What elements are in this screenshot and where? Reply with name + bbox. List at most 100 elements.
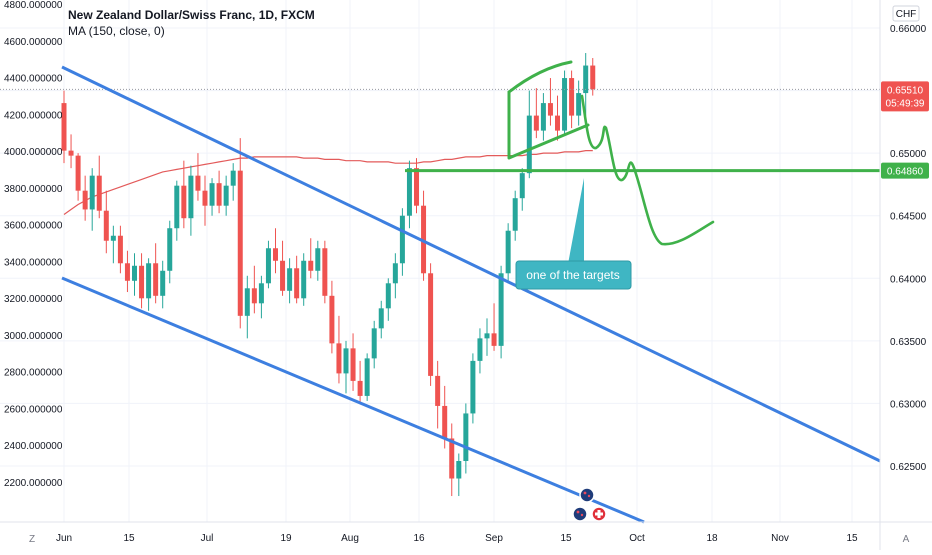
candle[interactable] (399, 208, 405, 276)
candle[interactable] (470, 353, 476, 424)
candle-body[interactable] (428, 273, 434, 376)
candle-body[interactable] (75, 155, 81, 191)
candle[interactable] (294, 255, 300, 304)
candle[interactable] (547, 78, 553, 126)
last-price-tag[interactable]: 0.65510 05:49:39 (881, 81, 929, 112)
candle-body[interactable] (477, 338, 483, 361)
candle[interactable] (223, 175, 229, 216)
candle-body[interactable] (82, 190, 88, 210)
candle[interactable] (583, 53, 589, 116)
candle-body[interactable] (89, 175, 95, 210)
candle[interactable] (322, 240, 328, 304)
candle[interactable] (153, 243, 159, 304)
candle[interactable] (230, 163, 236, 201)
candle-body[interactable] (392, 263, 398, 284)
candle[interactable] (75, 153, 81, 201)
candle-body[interactable] (555, 115, 560, 131)
candle-body[interactable] (463, 413, 469, 461)
currency-label[interactable]: CHF (896, 9, 917, 20)
candle-body[interactable] (160, 270, 166, 296)
candle-body[interactable] (505, 230, 511, 274)
candle[interactable] (96, 155, 102, 219)
candle[interactable] (244, 275, 250, 339)
candle[interactable] (167, 220, 173, 284)
currency-box[interactable] (892, 5, 920, 22)
candle[interactable] (280, 240, 286, 296)
candle-body[interactable] (399, 215, 405, 264)
candle[interactable] (435, 360, 441, 429)
candle-body[interactable] (181, 185, 187, 219)
candle-body[interactable] (322, 248, 328, 296)
candle[interactable] (195, 153, 201, 201)
candle-body[interactable] (569, 78, 575, 116)
candle[interactable] (89, 168, 95, 231)
candle[interactable] (146, 258, 152, 311)
candle-body[interactable] (287, 268, 293, 291)
candle[interactable] (555, 95, 560, 141)
candle[interactable] (251, 265, 257, 314)
candle[interactable] (350, 333, 356, 391)
event-icons[interactable] (572, 487, 607, 522)
candle-body[interactable] (153, 263, 159, 296)
candle[interactable] (68, 134, 74, 169)
candle-body[interactable] (315, 248, 321, 271)
candle-body[interactable] (209, 183, 215, 206)
candles[interactable] (61, 53, 596, 497)
candle-body[interactable] (449, 438, 455, 479)
candle-body[interactable] (336, 343, 342, 374)
candle-body[interactable] (117, 235, 123, 264)
candle[interactable] (385, 278, 391, 321)
candle-body[interactable] (470, 360, 476, 414)
candle[interactable] (491, 303, 497, 351)
candle[interactable] (308, 238, 314, 279)
candle[interactable] (258, 275, 264, 319)
candle[interactable] (273, 228, 278, 274)
candle[interactable] (132, 253, 137, 296)
candle[interactable] (301, 253, 307, 306)
candle[interactable] (505, 223, 511, 284)
candle-body[interactable] (251, 288, 257, 304)
candle-body[interactable] (146, 263, 152, 299)
candle-body[interactable] (237, 170, 243, 316)
candle[interactable] (202, 175, 208, 226)
candle[interactable] (124, 250, 130, 293)
candle[interactable] (181, 160, 187, 229)
candle[interactable] (512, 190, 518, 241)
candle-body[interactable] (294, 268, 300, 299)
nzd-flag-icon[interactable] (572, 506, 588, 522)
candle-body[interactable] (110, 235, 116, 241)
candle-body[interactable] (280, 260, 286, 291)
candle-body[interactable] (442, 405, 448, 439)
candle[interactable] (287, 258, 293, 304)
candle[interactable] (569, 70, 575, 129)
candle[interactable] (428, 263, 434, 386)
candle-body[interactable] (385, 283, 391, 309)
candle[interactable] (576, 80, 582, 126)
target-callout[interactable]: one of the targets (515, 178, 632, 290)
candle-body[interactable] (195, 175, 201, 191)
candle-body[interactable] (188, 175, 194, 219)
candle-body[interactable] (533, 115, 539, 131)
candle-body[interactable] (371, 328, 377, 359)
candle[interactable] (209, 178, 215, 216)
candle[interactable] (421, 190, 427, 281)
chart-legend[interactable]: New Zealand Dollar/Swiss Franc, 1D, FXCM… (68, 7, 315, 39)
channel-upper-line[interactable] (61, 65, 881, 463)
candle-body[interactable] (435, 375, 441, 406)
candle[interactable] (371, 320, 377, 369)
candle-body[interactable] (103, 210, 109, 241)
candle-body[interactable] (124, 263, 130, 281)
timezone-button[interactable]: Z (28, 533, 36, 545)
drawings[interactable] (0, 60, 881, 524)
candle-body[interactable] (301, 260, 307, 299)
candle[interactable] (392, 253, 398, 299)
candle-body[interactable] (547, 103, 553, 116)
candle[interactable] (174, 180, 180, 241)
candle-body[interactable] (456, 460, 462, 479)
candle[interactable] (329, 280, 335, 354)
candle-body[interactable] (491, 333, 497, 346)
candle-body[interactable] (139, 265, 145, 299)
candle-body[interactable] (562, 78, 568, 131)
candle[interactable] (498, 265, 504, 359)
